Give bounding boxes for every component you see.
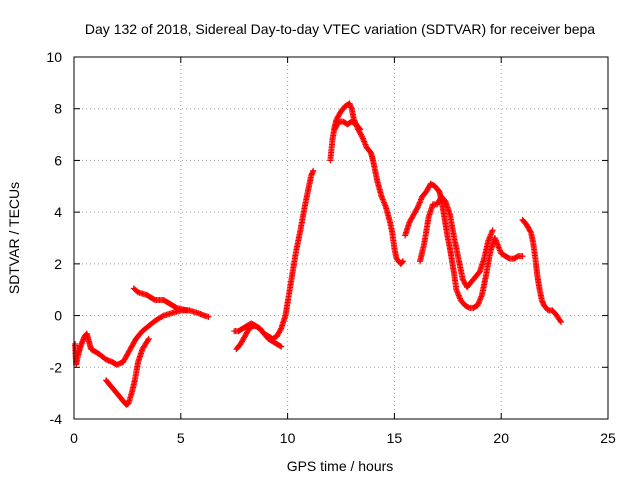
series-arc-3 xyxy=(130,285,191,314)
series-arc-9 xyxy=(417,193,496,291)
x-tick-label: 5 xyxy=(177,430,185,446)
x-tick-label: 0 xyxy=(70,430,78,446)
y-tick-label: 8 xyxy=(54,101,62,117)
data-point xyxy=(278,343,285,350)
y-tick-label: 2 xyxy=(54,256,62,272)
series-arc-2 xyxy=(103,335,152,408)
x-tick-label: 20 xyxy=(493,430,509,446)
y-axis-title: SDTVAR / TECUs xyxy=(6,182,22,294)
data-point xyxy=(558,319,565,326)
data-point xyxy=(557,317,564,324)
data-point xyxy=(527,228,534,235)
data-point xyxy=(399,258,406,265)
data-point xyxy=(159,313,166,320)
y-tick-label: 6 xyxy=(54,152,62,168)
data-point xyxy=(310,167,317,174)
data-point xyxy=(489,227,496,234)
chart-title: Day 132 of 2018, Sidereal Day-to-day VTE… xyxy=(85,21,595,37)
data-point xyxy=(358,132,365,139)
data-point xyxy=(277,326,284,333)
data-point xyxy=(519,253,526,260)
y-tick-label: 0 xyxy=(54,308,62,324)
plot-frame xyxy=(73,56,609,420)
data-point xyxy=(356,125,363,132)
data-point xyxy=(399,259,406,266)
data-point xyxy=(205,313,212,320)
data-layer xyxy=(72,100,565,408)
grid xyxy=(74,57,608,419)
series-arc-5 xyxy=(231,167,317,342)
y-tick-label: -4 xyxy=(50,411,63,427)
series-arc-7 xyxy=(331,118,364,133)
data-point xyxy=(184,307,191,314)
data-point xyxy=(145,335,152,342)
data-point xyxy=(277,342,284,349)
x-tick-label: 25 xyxy=(600,430,616,446)
x-axis-title: GPS time / hours xyxy=(287,458,394,474)
data-point xyxy=(144,337,151,344)
x-tick-label: 10 xyxy=(280,430,296,446)
x-tick-label: 15 xyxy=(387,430,403,446)
y-tick-label: 10 xyxy=(46,49,62,65)
data-point xyxy=(357,126,364,133)
y-tick-label: 4 xyxy=(54,204,62,220)
series-arc-10 xyxy=(519,216,565,326)
data-point xyxy=(414,205,421,212)
y-tick-label: -2 xyxy=(50,359,63,375)
axis-ticks: 0 5 10 15 20 25 -4 -2 0 2 4 6 8 10 xyxy=(46,49,616,446)
